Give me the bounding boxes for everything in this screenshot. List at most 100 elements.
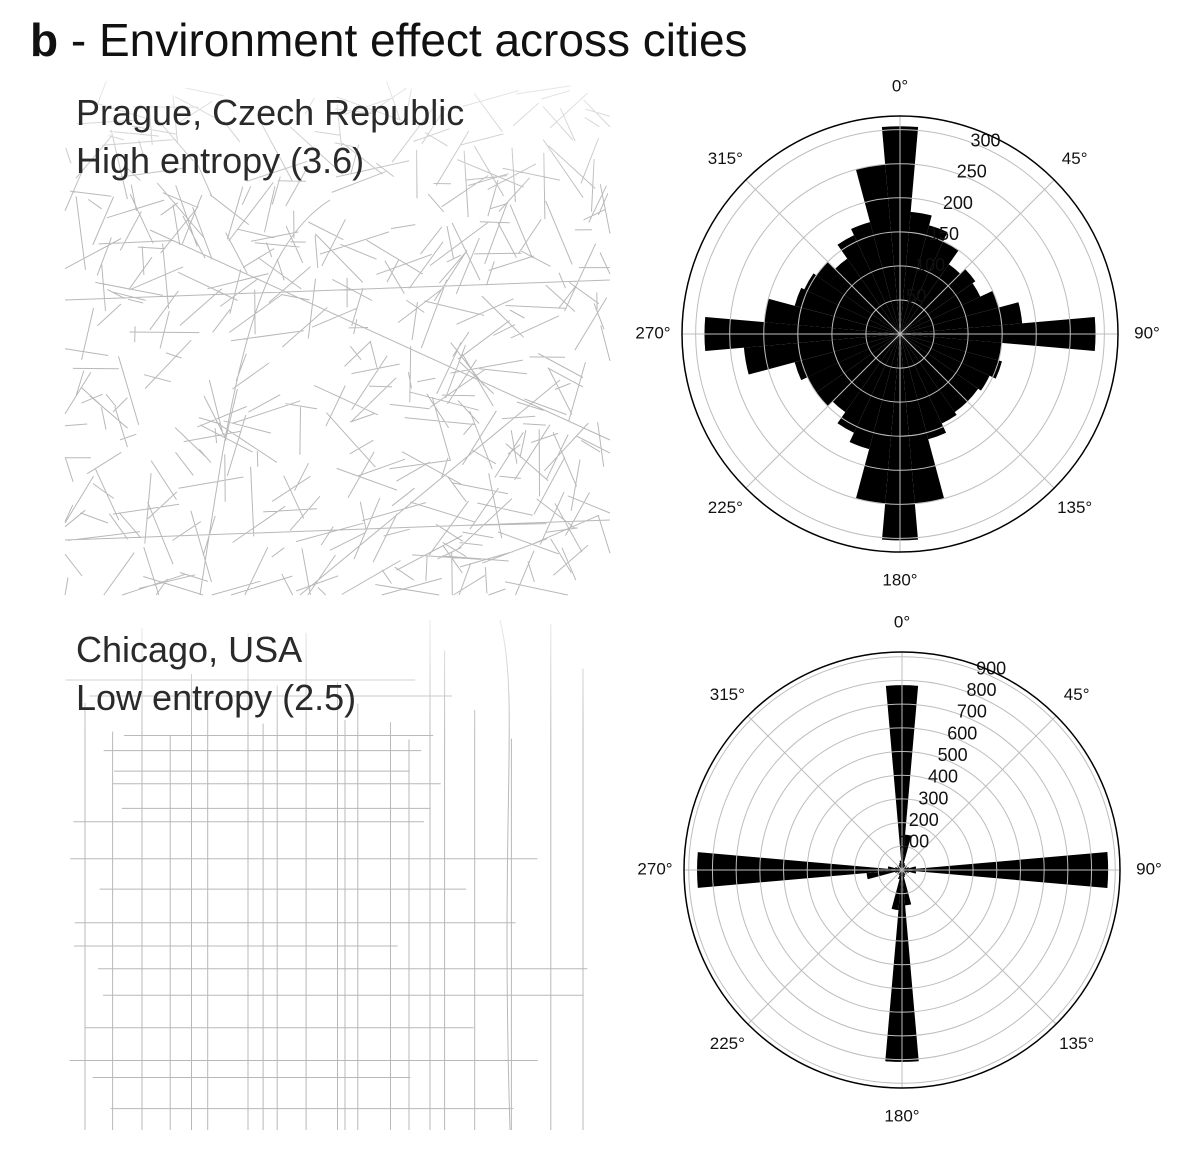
r-tick-label: 50 [906, 286, 926, 306]
theta-tick-label: 135° [1059, 1034, 1094, 1053]
grid-spoke [901, 715, 1057, 871]
map-label: Low entropy (2.5) [76, 677, 356, 718]
bar [849, 334, 900, 450]
bar [900, 334, 968, 413]
bar [900, 334, 979, 402]
bar [900, 225, 948, 334]
bar [899, 860, 902, 870]
bar [900, 241, 959, 334]
r-tick-label: 600 [947, 723, 977, 743]
bar [837, 334, 900, 433]
bar [898, 863, 902, 870]
theta-tick-label: 225° [708, 498, 743, 517]
bar [891, 870, 902, 911]
theta-tick-label: 0° [892, 76, 908, 95]
r-tick-label: 150 [929, 224, 959, 244]
r-tick-label: 200 [909, 810, 939, 830]
theta-tick-label: 315° [708, 149, 743, 168]
bar [832, 334, 900, 413]
bar [902, 834, 912, 870]
r-tick-label: 300 [971, 131, 1001, 151]
theta-tick-label: 270° [635, 323, 670, 342]
bar [743, 334, 900, 375]
bar [902, 870, 917, 874]
bar [855, 334, 900, 504]
bar [764, 298, 900, 334]
plot-frame [681, 115, 1119, 553]
bar [900, 334, 957, 424]
bar [900, 334, 947, 440]
bar [900, 290, 999, 334]
r-tick-label: 300 [918, 788, 948, 808]
bar [855, 164, 900, 334]
r-tick-label: 900 [976, 658, 1006, 678]
bar [794, 334, 900, 381]
bar [816, 334, 900, 407]
r-tick-label: 800 [967, 680, 997, 700]
map [64, 80, 611, 596]
r-tick-label: 200 [943, 193, 973, 213]
map-label: Chicago, USA [76, 629, 302, 670]
bar [900, 334, 990, 391]
grid-spoke [747, 715, 903, 871]
bar [900, 264, 961, 334]
theta-tick-label: 225° [710, 1034, 745, 1053]
bar [900, 302, 1023, 334]
theta-tick-label: 180° [882, 570, 917, 589]
r-tick-label: 400 [928, 767, 958, 787]
grid-spoke [899, 333, 1055, 489]
bar [895, 870, 902, 874]
r-tick-label: 100 [899, 832, 929, 852]
bar [900, 334, 1002, 379]
r-tick-label: 500 [938, 745, 968, 765]
theta-tick-label: 45° [1064, 685, 1090, 704]
bar [807, 334, 900, 393]
title-text: - Environment effect across cities [58, 14, 747, 66]
theta-tick-label: 45° [1062, 149, 1088, 168]
figure-title: b - Environment effect across cities [30, 14, 748, 66]
theta-tick-label: 180° [884, 1106, 919, 1125]
r-tick-label: 250 [957, 162, 987, 182]
r-tick-label: 100 [915, 255, 945, 275]
theta-tick-label: 135° [1057, 498, 1092, 517]
theta-tick-label: 0° [894, 612, 910, 631]
bar [804, 273, 900, 334]
map [65, 619, 610, 1131]
bar [851, 222, 900, 334]
bar [895, 866, 902, 870]
map-fade [65, 80, 610, 200]
panel-letter: b [30, 14, 58, 66]
bar [902, 863, 906, 870]
streets [65, 619, 588, 1131]
plot-frame [683, 651, 1121, 1089]
bar [900, 211, 932, 334]
bar [902, 870, 906, 877]
theta-tick-label: 270° [637, 859, 672, 878]
bar [816, 261, 900, 334]
theta-tick-label: 315° [710, 685, 745, 704]
bar [902, 866, 917, 870]
bar [902, 870, 912, 906]
bar [902, 870, 909, 874]
theta-tick-label: 90° [1134, 323, 1160, 342]
map-label: Prague, Czech Republic [76, 92, 464, 133]
bar [834, 258, 900, 334]
bar [887, 866, 902, 870]
grid-spoke [899, 179, 1055, 335]
bar [897, 870, 902, 880]
bar [902, 866, 909, 870]
grid-spoke [745, 179, 901, 335]
bar [837, 235, 900, 334]
grid-spoke [747, 869, 903, 1025]
map-fade [65, 620, 610, 740]
bar [900, 334, 1002, 361]
bar [866, 870, 902, 880]
grid-spoke [745, 333, 901, 489]
bar [900, 283, 981, 334]
street-maps [64, 80, 611, 1131]
grid-spoke [901, 869, 1057, 1025]
map-label: High entropy (3.6) [76, 140, 364, 181]
bar [900, 268, 976, 334]
r-tick-label: 700 [957, 702, 987, 722]
